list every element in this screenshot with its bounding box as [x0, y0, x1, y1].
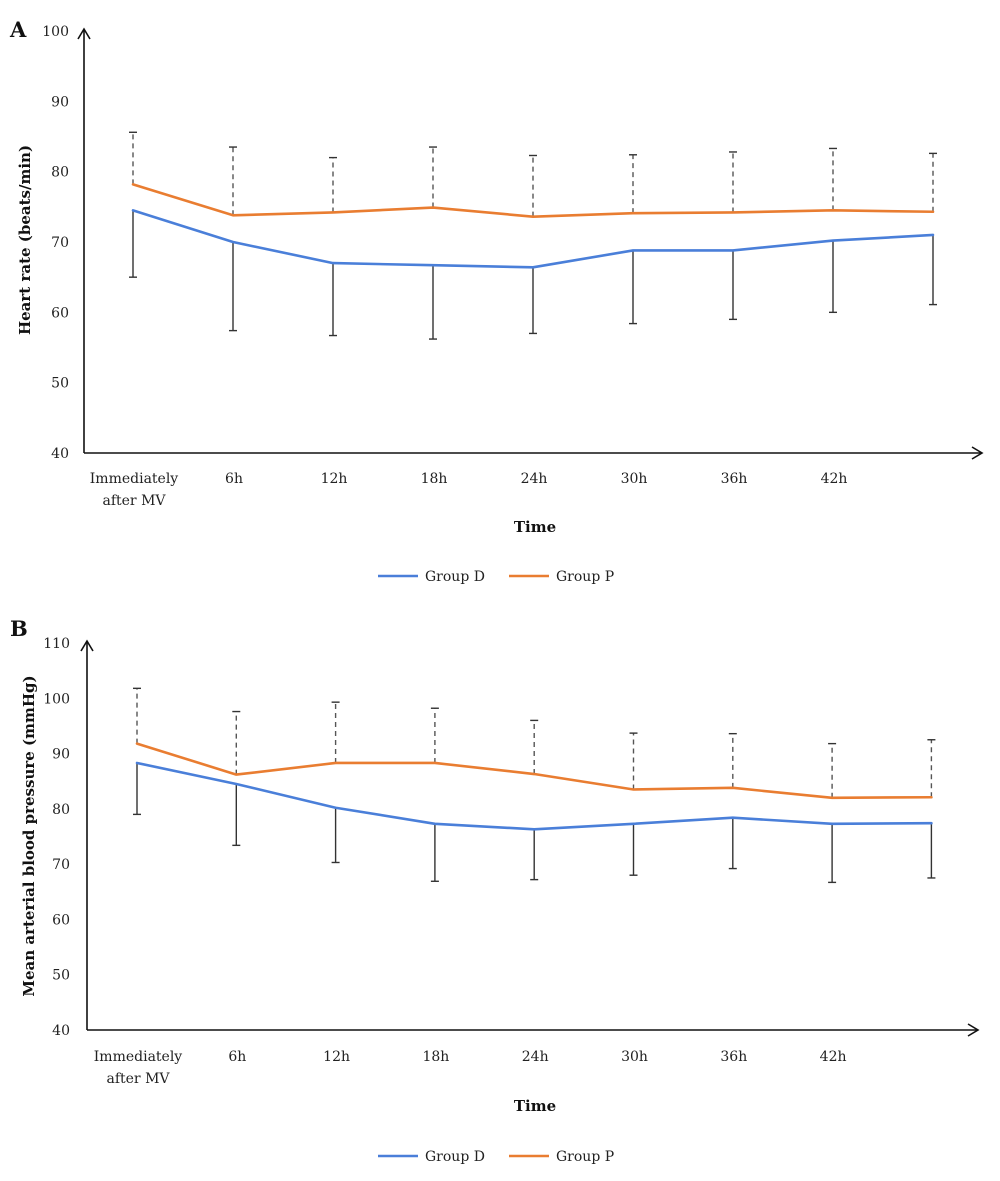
x-tick-label: 42h — [820, 1049, 847, 1065]
x-axis-arrow — [967, 1023, 980, 1037]
legend-label-group-d: Group D — [425, 1149, 485, 1165]
line-group-d — [135, 761, 933, 831]
x-tick-label: 6h — [228, 1049, 246, 1065]
line-group-d — [131, 209, 935, 269]
y-tick-label: 70 — [52, 857, 70, 873]
legend-label-group-d: Group D — [425, 569, 485, 585]
x-tick-label: 6h — [225, 471, 243, 487]
x-axis-title: Time — [514, 518, 556, 536]
line-group-p — [131, 183, 935, 218]
x-tick-label: 36h — [721, 471, 748, 487]
y-tick-label: 80 — [51, 165, 69, 181]
y-tick-label: 100 — [42, 24, 69, 40]
y-axis-title: Heart rate (beats/min) — [16, 145, 34, 335]
x-tick-label: 18h — [421, 471, 448, 487]
panel-letter: B — [10, 616, 28, 641]
x-tick-label: 42h — [821, 471, 848, 487]
x-tick-label: after MV — [106, 1071, 170, 1087]
x-axis-title: Time — [514, 1097, 556, 1115]
panel-a-heart-rate-chart: A 40 50 60 70 80 90 100 Immediately after MV 6h 12h… — [9, 17, 984, 585]
y-tick-label: 100 — [43, 691, 70, 707]
y-tick-label: 60 — [52, 912, 70, 928]
y-tick-label: 60 — [51, 305, 69, 321]
y-tick-label: 50 — [52, 968, 70, 984]
y-tick-label: 40 — [51, 446, 69, 462]
y-tick-label: 50 — [51, 376, 69, 392]
y-axis-title: Mean arterial blood pressure (mmHg) — [20, 675, 38, 996]
x-axis-arrow — [971, 446, 984, 460]
y-axis-arrow — [77, 27, 91, 40]
x-tick-label: Immediately — [90, 471, 179, 487]
y-tick-label: 80 — [52, 802, 70, 818]
x-tick-label: 24h — [522, 1049, 549, 1065]
line-group-p — [135, 742, 933, 800]
legend-label-group-p: Group P — [556, 1149, 614, 1165]
x-tick-label: after MV — [102, 493, 166, 509]
x-tick-label: Immediately — [94, 1049, 183, 1065]
x-tick-label: 30h — [621, 1049, 648, 1065]
x-tick-label: 12h — [321, 471, 348, 487]
x-tick-label: 30h — [621, 471, 648, 487]
y-tick-label: 70 — [51, 235, 69, 251]
x-tick-label: 36h — [720, 1049, 747, 1065]
panel-letter: A — [9, 17, 27, 42]
y-axis-arrow — [80, 639, 94, 652]
x-tick-label: 12h — [323, 1049, 350, 1065]
x-tick-label: 18h — [422, 1049, 449, 1065]
y-tick-label: 90 — [51, 94, 69, 110]
y-tick-label: 90 — [52, 747, 70, 763]
panel-b-blood-pressure-chart: B 40 50 60 70 80 90 100 110 Immediately after MV 6h… — [10, 616, 980, 1165]
x-tick-label: 24h — [521, 471, 548, 487]
y-tick-label: 40 — [52, 1023, 70, 1039]
y-tick-label: 110 — [43, 636, 70, 652]
legend-label-group-p: Group P — [556, 569, 614, 585]
